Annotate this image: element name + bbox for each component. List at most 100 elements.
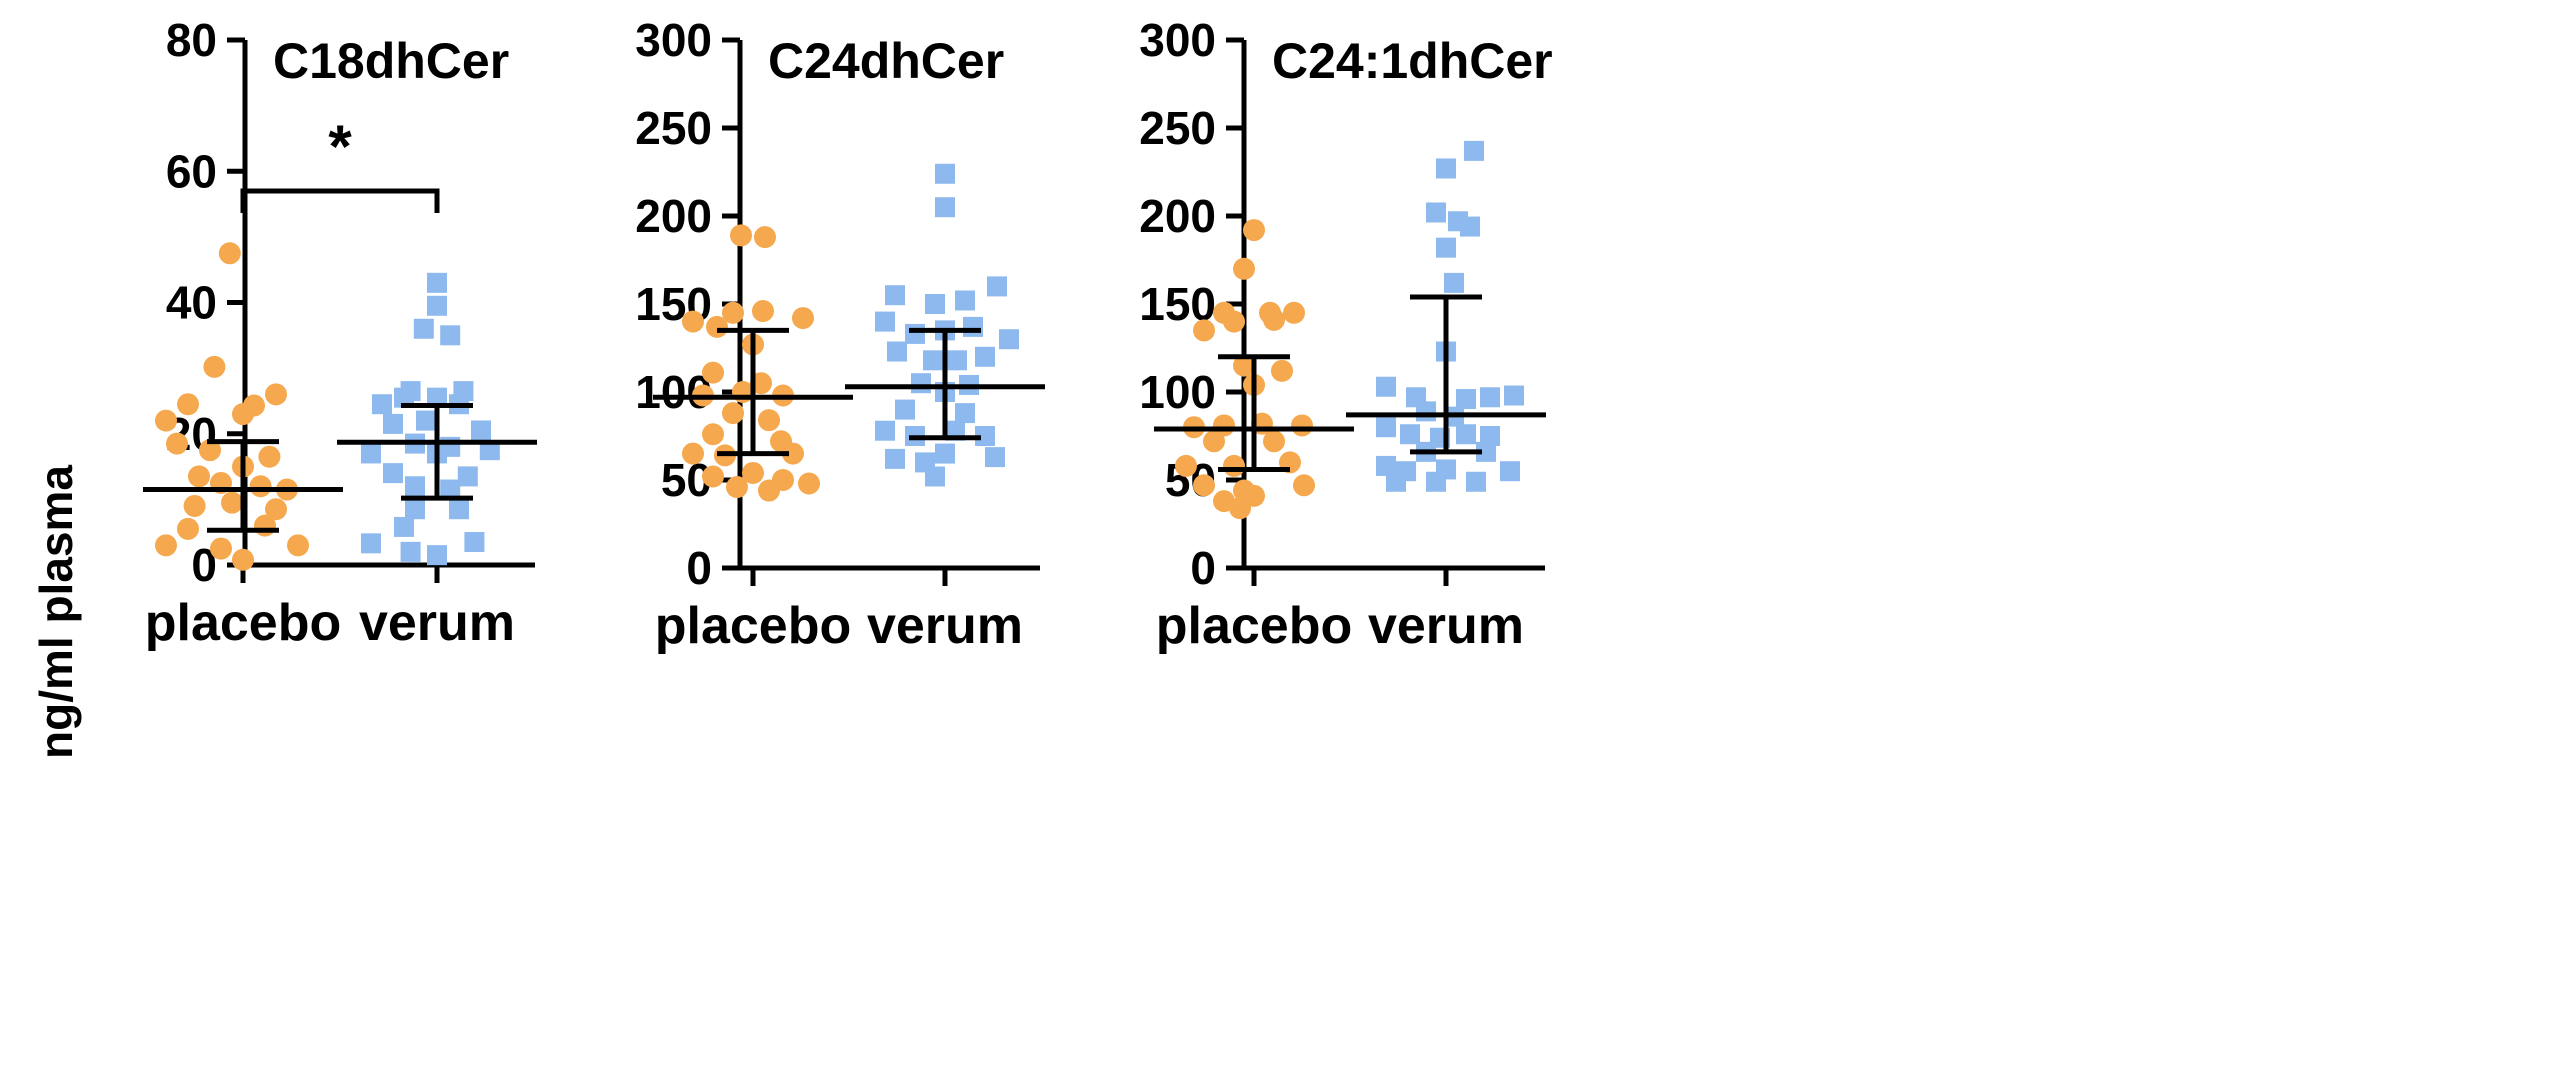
data-point-placebo xyxy=(1243,219,1265,242)
data-point-verum xyxy=(449,499,469,520)
x-category-label-placebo: placebo xyxy=(655,597,852,655)
data-point-placebo xyxy=(742,461,764,484)
data-point-placebo xyxy=(1223,310,1245,333)
data-point-placebo xyxy=(254,514,276,537)
data-point-placebo xyxy=(1293,474,1315,497)
data-point-verum xyxy=(1400,424,1420,445)
data-point-placebo xyxy=(730,224,752,247)
data-point-verum xyxy=(394,516,414,537)
data-point-verum xyxy=(925,466,945,487)
data-point-verum xyxy=(911,373,931,394)
panel-title: C18dhCer xyxy=(273,33,509,89)
data-point-placebo xyxy=(249,475,272,498)
data-point-placebo xyxy=(754,226,776,249)
data-point-placebo xyxy=(166,432,188,455)
y-tick-label: 0 xyxy=(1190,542,1216,594)
data-point-placebo xyxy=(758,409,780,432)
data-point-placebo xyxy=(221,491,243,514)
data-point-verum xyxy=(416,410,436,431)
data-point-placebo xyxy=(1229,497,1251,520)
data-point-verum xyxy=(400,541,421,562)
data-point-placebo xyxy=(232,403,254,426)
data-point-verum xyxy=(935,197,955,218)
data-point-verum xyxy=(887,341,907,362)
data-point-verum xyxy=(394,387,414,408)
data-point-placebo xyxy=(782,442,804,465)
data-point-placebo xyxy=(722,301,744,324)
data-point-verum xyxy=(963,316,983,337)
data-point-placebo xyxy=(722,402,744,425)
data-point-verum xyxy=(440,325,461,346)
y-tick-label: 300 xyxy=(1139,14,1216,66)
data-point-verum xyxy=(1436,237,1456,258)
data-point-placebo xyxy=(218,242,241,265)
data-point-verum xyxy=(1466,471,1486,492)
data-point-placebo xyxy=(1223,454,1245,477)
data-point-verum xyxy=(925,294,945,314)
data-point-verum xyxy=(440,479,461,500)
data-point-verum xyxy=(361,443,381,464)
data-point-verum xyxy=(427,387,447,408)
significance-bracket xyxy=(240,188,440,213)
data-point-verum xyxy=(885,285,905,306)
data-point-verum xyxy=(1480,426,1500,446)
data-point-placebo xyxy=(155,409,177,432)
data-point-verum xyxy=(875,311,895,332)
data-point-verum xyxy=(1376,376,1396,397)
data-point-placebo xyxy=(1175,454,1197,477)
data-point-placebo xyxy=(287,534,309,557)
data-point-placebo xyxy=(792,307,814,330)
data-point-verum xyxy=(383,463,403,484)
data-point-verum xyxy=(1436,158,1456,179)
data-point-verum xyxy=(935,163,955,184)
data-point-verum xyxy=(1386,471,1406,492)
data-point-verum xyxy=(1444,272,1464,293)
data-point-placebo xyxy=(1263,308,1285,331)
data-point-verum xyxy=(985,447,1005,468)
data-point-verum xyxy=(457,466,478,487)
data-point-placebo xyxy=(798,472,820,495)
data-point-placebo xyxy=(265,498,287,521)
data-point-placebo xyxy=(177,393,199,416)
y-tick-label: 300 xyxy=(635,14,712,66)
data-point-verum xyxy=(975,426,995,446)
data-point-verum xyxy=(1426,202,1446,223)
panel-title: C24dhCer xyxy=(768,33,1004,89)
data-point-placebo xyxy=(702,465,724,488)
data-point-verum xyxy=(405,476,425,497)
y-tick-label: 200 xyxy=(1139,190,1216,242)
x-category-label-verum: verum xyxy=(359,594,515,652)
data-point-verum xyxy=(1500,461,1520,482)
data-point-placebo xyxy=(682,442,704,465)
data-point-verum xyxy=(999,329,1019,350)
data-point-verum xyxy=(895,399,915,420)
data-point-verum xyxy=(1426,471,1446,492)
y-tick-label: 80 xyxy=(166,14,217,66)
data-point-verum xyxy=(427,545,447,566)
data-point-verum xyxy=(955,403,975,424)
data-point-placebo xyxy=(1233,257,1255,280)
data-point-placebo xyxy=(1283,301,1305,324)
data-point-placebo xyxy=(702,361,724,384)
data-point-placebo xyxy=(726,476,748,499)
data-point-verum xyxy=(1460,216,1480,237)
data-point-verum xyxy=(975,346,995,367)
data-point-placebo xyxy=(1271,359,1293,382)
data-point-placebo xyxy=(183,494,206,517)
data-point-verum xyxy=(1464,140,1484,161)
panel-title: C24:1dhCer xyxy=(1272,33,1553,89)
data-point-placebo xyxy=(155,534,177,557)
data-point-placebo xyxy=(1233,354,1255,377)
data-point-placebo xyxy=(752,300,774,323)
x-category-label-verum: verum xyxy=(1368,597,1524,655)
data-point-verum xyxy=(413,318,434,339)
data-point-placebo xyxy=(177,517,199,540)
y-tick-label: 60 xyxy=(166,145,217,197)
y-tick-label: 40 xyxy=(166,277,217,329)
data-point-placebo xyxy=(758,479,780,502)
y-tick-label: 250 xyxy=(1139,102,1216,154)
data-point-placebo xyxy=(199,439,221,462)
y-tick-label: 0 xyxy=(686,542,712,594)
